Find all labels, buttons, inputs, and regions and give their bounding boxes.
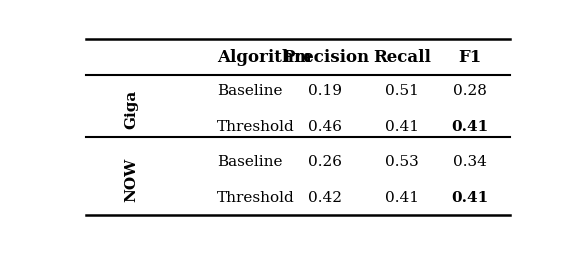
Text: Recall: Recall <box>373 49 431 66</box>
Text: 0.34: 0.34 <box>453 156 487 169</box>
Text: Baseline: Baseline <box>217 156 283 169</box>
Text: 0.28: 0.28 <box>453 84 487 98</box>
Text: 0.19: 0.19 <box>308 84 342 98</box>
Text: 0.41: 0.41 <box>385 120 419 134</box>
Text: Threshold: Threshold <box>217 120 295 134</box>
Text: Precision: Precision <box>282 49 369 66</box>
Text: Algorithm: Algorithm <box>217 49 312 66</box>
Text: 0.41: 0.41 <box>451 120 488 134</box>
Text: 0.26: 0.26 <box>308 156 342 169</box>
Text: 0.42: 0.42 <box>308 191 342 205</box>
Text: Threshold: Threshold <box>217 191 295 205</box>
Text: 0.41: 0.41 <box>385 191 419 205</box>
Text: NOW: NOW <box>125 158 139 202</box>
Text: 0.41: 0.41 <box>451 191 488 205</box>
Text: 0.51: 0.51 <box>385 84 419 98</box>
Text: F1: F1 <box>458 49 481 66</box>
Text: 0.46: 0.46 <box>308 120 342 134</box>
Text: 0.53: 0.53 <box>385 156 419 169</box>
Text: Baseline: Baseline <box>217 84 283 98</box>
Text: Giga: Giga <box>125 89 139 129</box>
